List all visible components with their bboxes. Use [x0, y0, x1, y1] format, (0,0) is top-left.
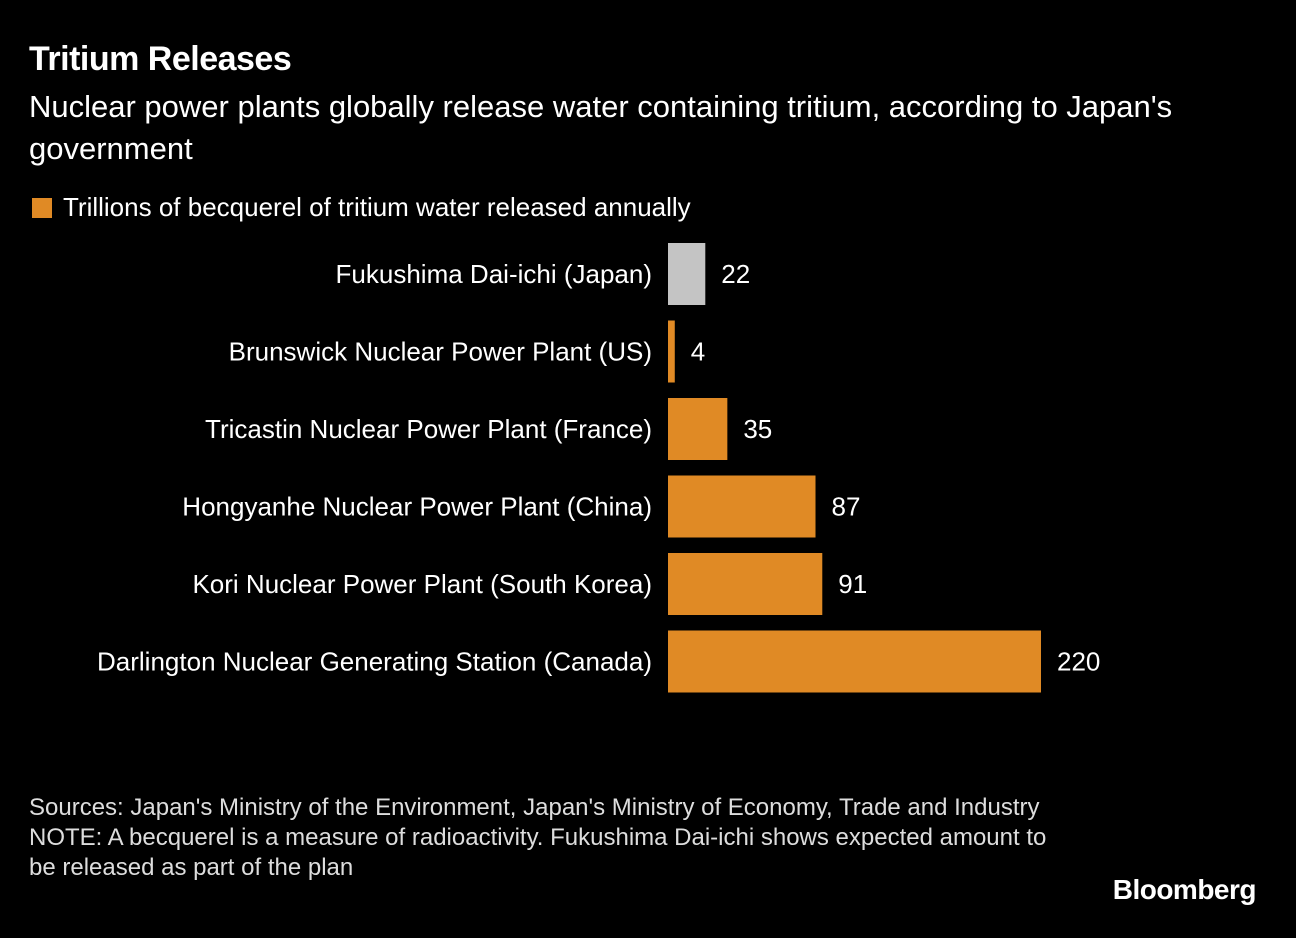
bar — [668, 475, 816, 538]
bloomberg-logo: Bloomberg — [1112, 874, 1257, 905]
chart-title: Tritium Releases — [29, 40, 292, 78]
value-label: 35 — [743, 414, 772, 444]
bar-chart: Fukushima Dai-ichi (Japan) 22 Brunswick Nu… — [97, 243, 1100, 693]
value-label: 87 — [832, 492, 861, 522]
bar — [668, 398, 728, 460]
value-label: 220 — [1057, 647, 1100, 677]
chart-footer: Sources: Japan's Ministry of the Environ… — [29, 793, 1069, 883]
category-label: Kori Nuclear Power Plant (South Korea) — [192, 569, 652, 599]
legend-label: Trillions of becquerel of tritium water … — [63, 192, 691, 222]
bar — [668, 553, 823, 615]
value-label: 22 — [721, 259, 750, 289]
chart-subtitle: Nuclear power plants globally release wa… — [29, 89, 1173, 166]
legend-swatch — [32, 197, 52, 218]
bar — [668, 243, 706, 305]
category-label: Hongyanhe Nuclear Power Plant (China) — [182, 492, 652, 522]
sources-note: Sources: Japan's Ministry of the Environ… — [29, 794, 1040, 821]
bar — [668, 320, 675, 383]
category-label: Tricastin Nuclear Power Plant (France) — [205, 414, 652, 444]
category-label: Fukushima Dai-ichi (Japan) — [336, 259, 652, 289]
value-label: 91 — [838, 569, 867, 599]
definition-note: NOTE: A becquerel is a measure of radioa… — [29, 824, 1047, 881]
category-label: Darlington Nuclear Generating Station (C… — [97, 647, 652, 677]
bar — [668, 630, 1041, 693]
category-label: Brunswick Nuclear Power Plant (US) — [229, 337, 652, 367]
value-label: 4 — [691, 337, 705, 367]
legend: Trillions of becquerel of tritium water … — [29, 192, 691, 223]
